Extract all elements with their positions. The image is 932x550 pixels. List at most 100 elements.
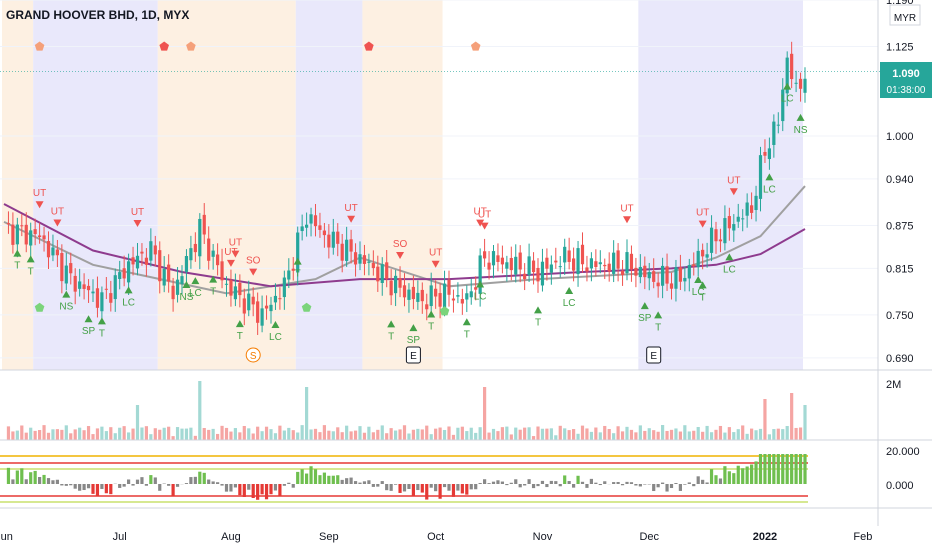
oscillator-bar: [251, 484, 255, 498]
oscillator-bar: [394, 484, 398, 485]
signal-arrow-up: [783, 82, 792, 90]
candle-body: [442, 283, 447, 311]
candle-body: [224, 283, 229, 285]
candle-body: [798, 78, 803, 89]
volume-bar: [300, 425, 304, 440]
signal-label: T: [210, 287, 216, 298]
signal-arrow-down: [226, 259, 235, 267]
event-circle: [245, 347, 261, 363]
oscillator-bar: [687, 482, 691, 484]
candle-body: [175, 279, 180, 295]
volume-bar: [256, 426, 260, 440]
x-tick-label: Oct: [427, 531, 444, 543]
candle-body: [131, 257, 135, 265]
oscillator-bar: [558, 484, 562, 487]
volume-bar: [247, 428, 251, 440]
oscillator-bar: [109, 484, 113, 495]
oscillator-bar: [572, 484, 576, 488]
oscillator-bar: [140, 477, 144, 484]
oscillator-bar: [202, 472, 206, 484]
oscillator-bar: [603, 481, 607, 484]
volume-bar: [313, 428, 318, 440]
volume-bar: [238, 432, 242, 440]
signal-arrow-down: [35, 201, 44, 209]
oscillator-axis-label: 20.000: [886, 446, 920, 458]
oscillator-bar: [478, 483, 482, 484]
oscillator-bar: [652, 484, 656, 492]
signal-arrow-down: [249, 268, 258, 276]
signal-label: UT: [478, 210, 491, 221]
oscillator-bar: [318, 475, 322, 484]
volume-bar: [180, 428, 184, 440]
volume-bar: [612, 433, 616, 440]
volume-bar: [273, 433, 278, 440]
candle-body: [687, 265, 691, 279]
candle-body: [104, 288, 108, 290]
candle-body: [385, 262, 389, 279]
x-tick-label: Feb: [853, 531, 872, 543]
volume-bar: [389, 428, 393, 440]
pentagon-marker: [34, 302, 45, 312]
oscillator-bar: [11, 479, 15, 484]
oscillator-bar: [442, 484, 447, 488]
candle-body: [460, 299, 464, 304]
volume-bar: [687, 431, 691, 440]
candle-body: [750, 205, 754, 213]
candle-body: [345, 239, 349, 261]
y-tick-label: 0.690: [886, 353, 914, 365]
candle-body: [776, 124, 780, 126]
volume-bar: [776, 428, 780, 440]
candle-body: [309, 214, 313, 224]
candle-body: [741, 218, 745, 220]
oscillator-bar: [82, 484, 86, 491]
signal-label: T: [535, 317, 541, 328]
volume-bar: [11, 431, 15, 440]
volume-bar: [616, 426, 620, 440]
volume-bar: [496, 431, 500, 440]
price-tag: 1.090 01:38:00: [880, 62, 932, 98]
signal-arrow-down: [698, 220, 707, 228]
volume-bar: [696, 426, 700, 440]
volume-bar: [456, 427, 460, 440]
oscillator-bar: [696, 476, 700, 484]
volume-bar: [229, 431, 233, 440]
candle-body: [69, 263, 73, 274]
volume-bar: [371, 432, 375, 440]
candle-body: [389, 280, 393, 296]
candle-body: [527, 256, 531, 275]
oscillator-bar: [331, 475, 335, 484]
volume-bar: [451, 434, 456, 440]
candle-body: [109, 293, 113, 303]
volume-bar: [741, 425, 745, 440]
candle-body: [15, 224, 19, 245]
signal-arrow-up: [565, 286, 574, 294]
volume-bar: [278, 425, 282, 440]
volume-bar: [211, 428, 215, 440]
volume-bar: [367, 426, 371, 440]
signal-arrow-up: [427, 310, 436, 318]
candle-body: [140, 251, 144, 254]
currency-label: MYR: [894, 13, 916, 24]
volume-bar: [763, 399, 767, 440]
volume-bar: [38, 430, 42, 440]
pentagon-marker: [301, 302, 312, 312]
oscillator-bar: [496, 480, 500, 484]
oscillator-bar: [772, 454, 776, 484]
candle-body: [127, 261, 131, 283]
oscillator-bar: [554, 481, 558, 484]
candle-body: [714, 229, 718, 242]
signal-label: NS: [794, 125, 808, 136]
oscillator-bar: [425, 484, 429, 500]
oscillator-bar: [523, 484, 527, 486]
volume-bar: [216, 433, 220, 440]
volume-bar: [558, 425, 562, 440]
volume-bar: [127, 432, 131, 440]
x-tick-label: Dec: [639, 531, 659, 543]
oscillator-bar: [509, 482, 513, 484]
candle-body: [487, 262, 491, 270]
candle-body: [545, 257, 549, 269]
volume-bar: [563, 428, 567, 440]
oscillator-bar: [367, 480, 371, 484]
oscillator-bar: [665, 484, 669, 492]
